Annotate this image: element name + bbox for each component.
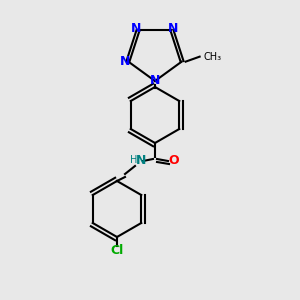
Text: N: N bbox=[131, 22, 142, 35]
Text: O: O bbox=[169, 154, 179, 166]
Text: Cl: Cl bbox=[110, 244, 124, 257]
Text: N: N bbox=[150, 74, 160, 86]
Text: CH₃: CH₃ bbox=[204, 52, 222, 62]
Text: H: H bbox=[130, 155, 138, 165]
Text: N: N bbox=[136, 154, 146, 166]
Text: N: N bbox=[168, 22, 178, 35]
Text: N: N bbox=[120, 55, 130, 68]
